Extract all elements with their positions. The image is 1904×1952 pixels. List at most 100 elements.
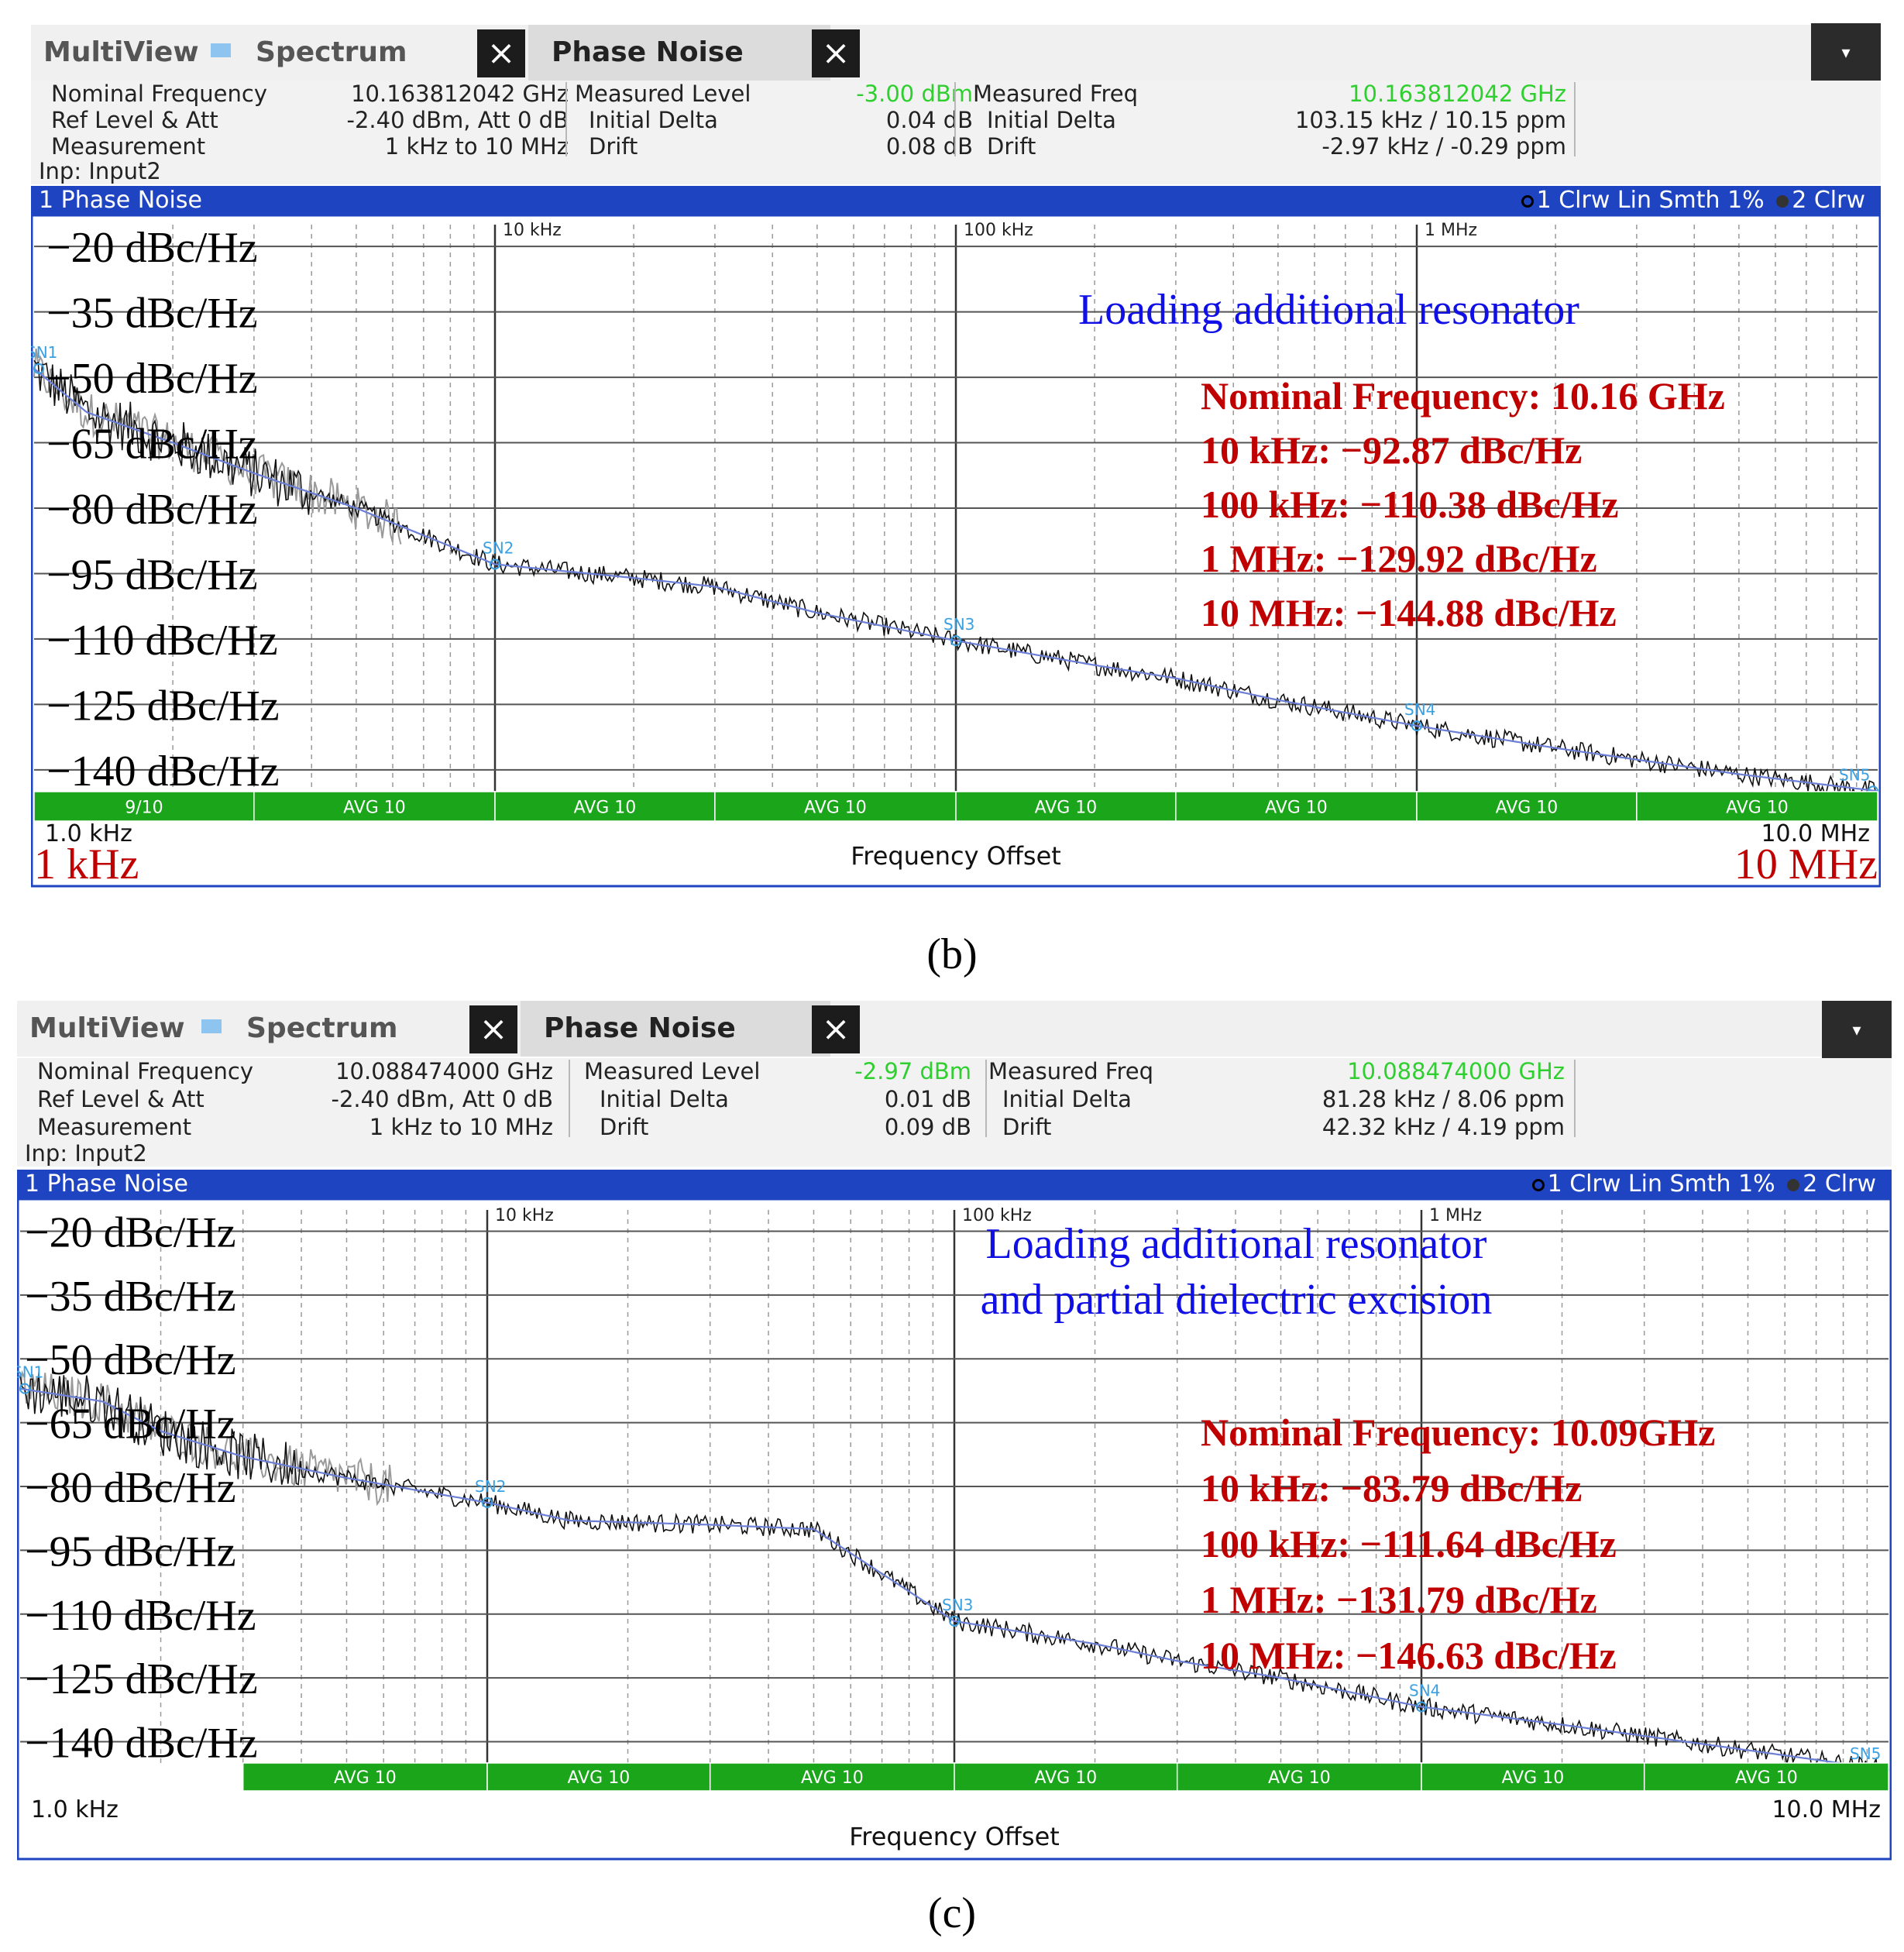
freq-drift-label: Drift <box>1002 1114 1052 1140</box>
annotation-value: Nominal Frequency: 10.09GHz <box>1201 1411 1715 1454</box>
avg-bar-label: AVG 10 <box>1501 1768 1564 1788</box>
marker-label: SN4 <box>1404 700 1435 719</box>
annotation-value: 100 kHz: −111.64 dBc/Hz <box>1201 1522 1617 1565</box>
trace-legend: 1 Clrw Lin Smth 1% 2 Clrw <box>1521 186 1865 215</box>
tab-phase-noise[interactable]: Phase Noise <box>528 25 830 81</box>
avg-bar-label: AVG 10 <box>1268 1768 1331 1788</box>
annotation-value: 10 MHz: −146.63 dBc/Hz <box>1201 1634 1617 1677</box>
drift-value: 0.08 dB <box>885 133 973 160</box>
tab-spectrum[interactable]: Spectrum <box>246 1012 398 1044</box>
measurement-value: 1 kHz to 10 MHz <box>369 1114 553 1140</box>
info-separator <box>1574 82 1576 156</box>
marker-label: SN5 <box>1850 1744 1881 1763</box>
phase-noise-chart[interactable]: 10 kHz 100 kHz 1 MHz SN1 SN2 SN3 SN4 SN5 AVG 10 A… <box>17 1199 1892 1865</box>
annotation-title: and partial dielectric excision <box>981 1276 1493 1324</box>
avg-bar-label: 9/10 <box>125 798 163 817</box>
measurement-label: Measurement <box>51 133 206 160</box>
avg-bar-label: AVG 10 <box>1735 1768 1798 1788</box>
trace-1-smoothed <box>19 1387 1889 1772</box>
x-axis-title: Frequency Offset <box>849 1822 1060 1851</box>
dropdown-menu-button[interactable]: ▾ <box>1822 1001 1892 1060</box>
marker-point <box>482 1497 493 1508</box>
annotation-value: 10 MHz: −144.88 dBc/Hz <box>1201 591 1617 634</box>
close-phase-noise-tab-button[interactable]: × <box>812 29 860 77</box>
measured-freq-label: Measured Freq <box>988 1058 1153 1084</box>
y-axis-label: −20 dBc/Hz <box>25 1208 236 1256</box>
marker-label: SN3 <box>943 615 974 634</box>
y-axis-label: −50 dBc/Hz <box>25 1336 236 1384</box>
trace-1-legend: 1 Clrw Lin Smth 1% <box>1547 1170 1775 1198</box>
marker-label: SN5 <box>1839 765 1870 784</box>
avg-bar-segment <box>714 791 957 822</box>
marker-point <box>1416 1701 1427 1713</box>
info-separator <box>1574 1060 1576 1137</box>
avg-bar-label: AVG 10 <box>804 798 867 817</box>
phase-noise-window-title-bar[interactable]: 1 Phase Noise 1 Clrw Lin Smth 1% 2 Clrw <box>31 186 1881 215</box>
y-axis-label: −110 dBc/Hz <box>46 617 278 665</box>
y-axis-label: −50 dBc/Hz <box>46 355 258 403</box>
tab-spectrum[interactable]: Spectrum <box>256 36 407 68</box>
x-top-tick-label: 1 MHz <box>1429 1206 1482 1225</box>
measurement-info-bar: Nominal Frequency 10.163812042 GHz Ref L… <box>31 81 1881 184</box>
tab-multiview[interactable]: MultiView <box>43 36 199 68</box>
close-spectrum-tab-button[interactable]: × <box>469 1005 517 1053</box>
freq-drift-value: 42.32 kHz / 4.19 ppm <box>1321 1114 1565 1140</box>
y-axis-label: −80 dBc/Hz <box>25 1464 236 1512</box>
freq-drift-label: Drift <box>987 133 1036 160</box>
measurement-label: Measurement <box>37 1114 192 1140</box>
spectrum-tab-icon <box>201 1019 222 1033</box>
dropdown-menu-button[interactable]: ▾ <box>1811 23 1881 82</box>
x-start-overlay: 1 kHz <box>34 840 139 888</box>
marker-label: SN1 <box>31 343 57 362</box>
marker-point <box>950 635 961 647</box>
avg-bar-segment <box>709 1762 955 1792</box>
avg-bar-label: AVG 10 <box>801 1768 864 1788</box>
avg-bar-label: AVG 10 <box>567 1768 630 1788</box>
x-top-tick-label: 10 kHz <box>495 1206 554 1225</box>
y-axis-label: −95 dBc/Hz <box>25 1528 236 1576</box>
avg-bar-label: AVG 10 <box>1726 798 1789 817</box>
initial-delta-value: 0.01 dB <box>884 1086 971 1112</box>
trace-2-legend: 2 Clrw <box>1792 187 1865 214</box>
marker-point <box>1411 720 1422 732</box>
close-spectrum-tab-button[interactable]: × <box>477 29 525 77</box>
marker-label: SN1 <box>17 1363 43 1382</box>
freq-initial-delta-value: 103.15 kHz / 10.15 ppm <box>1294 107 1566 133</box>
tab-bar: MultiView Spectrum × Phase Noise × <box>31 25 1881 81</box>
y-axis-label: −20 dBc/Hz <box>46 224 258 272</box>
drift-label: Drift <box>589 133 638 160</box>
info-separator <box>954 82 956 156</box>
x-start-label: 1.0 kHz <box>31 1796 119 1823</box>
measured-level-value: -2.97 dBm <box>854 1058 971 1084</box>
initial-delta-label: Initial Delta <box>600 1086 729 1112</box>
avg-bar-segment <box>253 791 496 822</box>
trace-2-icon <box>1776 194 1789 208</box>
trace-2-legend: 2 Clrw <box>1803 1170 1876 1198</box>
avg-bar-label: AVG 10 <box>1496 798 1559 817</box>
trace-1-icon <box>1531 1178 1545 1191</box>
measurement-info-bar: Nominal Frequency 10.088474000 GHz Ref L… <box>17 1058 1892 1167</box>
freq-initial-delta-label: Initial Delta <box>1002 1086 1132 1112</box>
close-phase-noise-tab-button[interactable]: × <box>812 1005 860 1053</box>
phase-noise-window-title-bar[interactable]: 1 Phase Noise 1 Clrw Lin Smth 1% 2 Clrw <box>17 1170 1892 1199</box>
annotation-value: 10 kHz: −83.79 dBc/Hz <box>1201 1466 1582 1510</box>
x-start-label: 1.0 kHz <box>45 820 132 847</box>
nominal-frequency-value: 10.163812042 GHz <box>351 81 569 107</box>
ref-level-label: Ref Level & Att <box>37 1086 204 1112</box>
avg-bar-label: AVG 10 <box>1034 1768 1097 1788</box>
avg-bar-label: AVG 10 <box>1265 798 1328 817</box>
marker-point <box>19 1383 30 1394</box>
x-top-tick-label: 100 kHz <box>964 221 1033 240</box>
ref-level-label: Ref Level & Att <box>51 107 218 133</box>
phase-noise-chart[interactable]: 10 kHz 100 kHz 1 MHz SN1 SN2 SN3 SN4 SN5 9/10 AVG… <box>31 215 1881 889</box>
x-top-tick-label: 100 kHz <box>962 1206 1032 1225</box>
annotation-title: Loading additional resonator <box>1078 286 1579 334</box>
tab-multiview[interactable]: MultiView <box>29 1012 185 1044</box>
annotation-value: 10 kHz: −92.87 dBc/Hz <box>1201 428 1582 472</box>
measured-freq-value: 10.088474000 GHz <box>1347 1058 1565 1084</box>
tab-phase-noise[interactable]: Phase Noise <box>521 1001 830 1057</box>
y-axis-label: −125 dBc/Hz <box>46 682 280 730</box>
y-axis-label: −65 dBc/Hz <box>46 421 258 469</box>
trace-1-legend: 1 Clrw Lin Smth 1% <box>1536 187 1765 214</box>
drift-value: 0.09 dB <box>884 1114 971 1140</box>
